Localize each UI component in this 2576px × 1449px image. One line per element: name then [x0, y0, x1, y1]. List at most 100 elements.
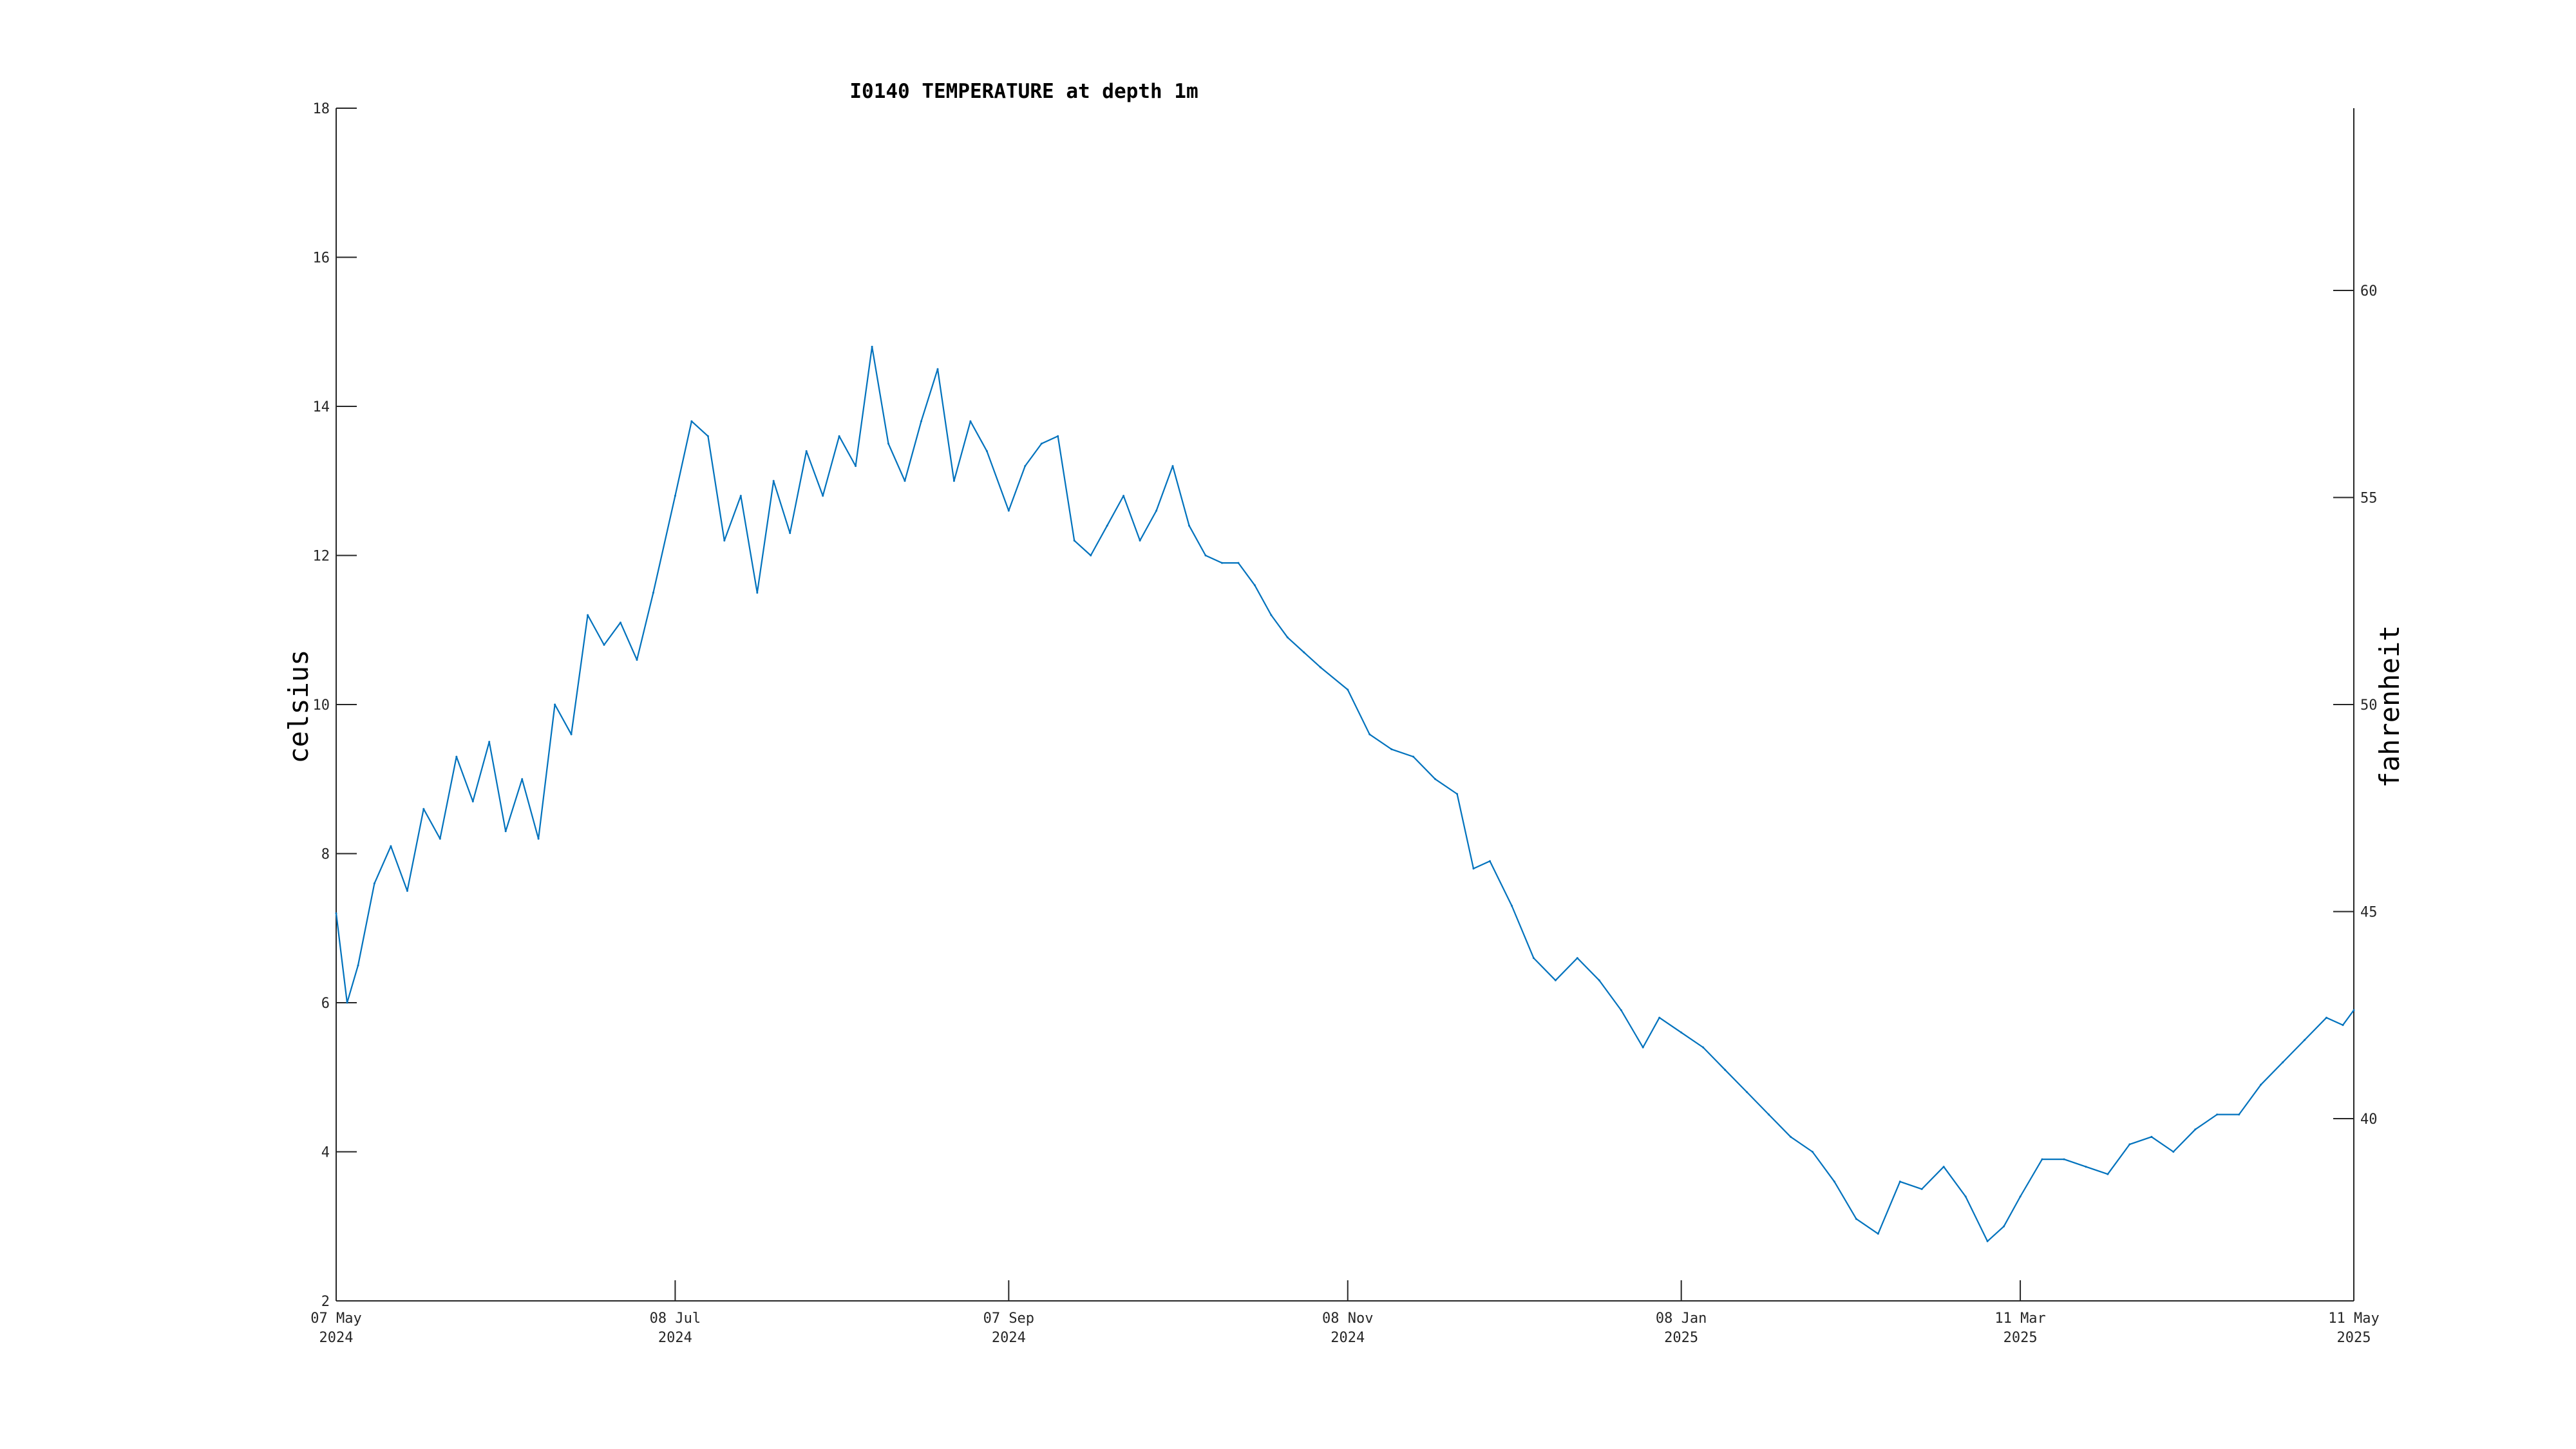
- data-point: [871, 345, 873, 348]
- x-tick-label: 08 Jan: [1656, 1311, 1707, 1327]
- y-tick-label-left: 8: [321, 847, 330, 863]
- y-tick-label-right: 50: [2360, 697, 2378, 714]
- data-point: [1024, 465, 1027, 468]
- data-point: [2150, 1135, 2153, 1138]
- data-point: [1724, 1068, 1727, 1071]
- data-point: [1204, 554, 1207, 556]
- data-point: [2063, 1158, 2065, 1160]
- y-axis-label-right: fahrenheit: [2374, 625, 2405, 788]
- x-tick-label: 07 May: [310, 1311, 361, 1327]
- data-point: [1702, 1046, 1705, 1048]
- data-point: [488, 741, 491, 743]
- data-point: [2194, 1128, 2197, 1131]
- data-point: [1680, 1031, 1683, 1034]
- data-point: [789, 532, 791, 535]
- data-point: [2260, 1083, 2262, 1086]
- y-tick-label-left: 14: [313, 399, 330, 415]
- data-point: [1155, 509, 1158, 512]
- x-tick-label-year: 2024: [319, 1330, 354, 1346]
- y-axis-label-left: celsius: [283, 649, 314, 763]
- y-tick-label-left: 18: [313, 101, 330, 117]
- y-tick-label-left: 2: [321, 1294, 330, 1310]
- data-point: [674, 495, 676, 497]
- data-point: [2353, 1009, 2355, 1012]
- data-point: [1188, 524, 1190, 527]
- data-point: [723, 539, 726, 542]
- data-point: [1368, 733, 1371, 735]
- data-point: [1554, 979, 1557, 981]
- data-point: [1007, 509, 1010, 512]
- data-point: [603, 643, 605, 646]
- x-tick-label: 11 May: [2328, 1311, 2379, 1327]
- data-point: [838, 435, 840, 437]
- data-point: [1620, 1009, 1622, 1012]
- data-point: [570, 733, 573, 735]
- data-point: [2304, 1039, 2306, 1041]
- data-point: [985, 450, 988, 452]
- data-point: [887, 442, 889, 445]
- y-tick-label-left: 12: [313, 549, 330, 565]
- data-point: [2325, 1016, 2327, 1019]
- data-point: [335, 912, 337, 914]
- data-point: [952, 480, 955, 482]
- y-tick-label-left: 6: [321, 996, 330, 1012]
- data-point: [1942, 1166, 1945, 1168]
- data-point: [554, 703, 556, 706]
- data-point: [1598, 979, 1600, 981]
- data-point: [1221, 562, 1223, 564]
- x-tick-label-year: 2025: [2003, 1330, 2038, 1346]
- ticks: 2 4 6 8 10 12 14 16 18 40 45 50 55 60 07 May 2024 08 Jul…: [310, 101, 2379, 1346]
- data-point: [504, 830, 507, 833]
- data-point: [1768, 1113, 1770, 1116]
- data-point: [620, 621, 621, 624]
- chart-title: I0140 TEMPERATURE at depth 1m: [849, 80, 1198, 103]
- data-point: [1833, 1180, 1835, 1183]
- data-point: [706, 435, 709, 437]
- x-tick-label-year: 2024: [1331, 1330, 1365, 1346]
- data-point: [521, 778, 524, 781]
- data-point: [805, 450, 808, 452]
- data-point: [2085, 1166, 2087, 1168]
- data-point: [739, 495, 742, 497]
- data-point: [439, 837, 441, 840]
- data-point: [1899, 1180, 1901, 1183]
- data-point: [1319, 666, 1321, 668]
- y-tick-label-right: 55: [2360, 490, 2378, 506]
- data-point: [936, 368, 939, 370]
- x-tick-label-year: 2025: [1664, 1330, 1698, 1346]
- data-point: [969, 420, 972, 422]
- data-point: [772, 480, 775, 482]
- data-point: [1811, 1151, 1814, 1153]
- y-tick-label-left: 10: [313, 697, 330, 714]
- data-point: [1642, 1046, 1644, 1048]
- data-point: [756, 591, 759, 594]
- x-tick-label: 11 Mar: [1994, 1311, 2045, 1327]
- plot-area: [335, 345, 2355, 1242]
- data-point: [537, 837, 540, 840]
- data-point: [1106, 524, 1108, 527]
- y-tick-label-left: 16: [313, 251, 330, 267]
- data-point: [1057, 435, 1059, 437]
- data-point: [1434, 778, 1437, 781]
- data-point: [1303, 651, 1305, 654]
- x-tick-label-year: 2024: [992, 1330, 1026, 1346]
- data-point: [2238, 1113, 2240, 1116]
- x-tick-label: 08 Nov: [1322, 1311, 1373, 1327]
- axes: [336, 108, 2354, 1302]
- data-point: [1347, 688, 1349, 691]
- data-point: [455, 755, 458, 758]
- data-point: [1658, 1016, 1661, 1019]
- data-point: [920, 420, 922, 422]
- data-point: [1532, 957, 1535, 960]
- data-point: [1986, 1240, 1989, 1242]
- data-point: [1090, 554, 1092, 556]
- data-point: [855, 465, 857, 468]
- series-line: [335, 346, 2354, 1242]
- data-point: [1253, 584, 1256, 587]
- data-point: [2107, 1173, 2109, 1175]
- data-point: [2019, 1195, 2022, 1198]
- y-tick-label-right: 45: [2360, 905, 2378, 921]
- data-point: [652, 591, 654, 594]
- data-point: [2003, 1225, 2005, 1227]
